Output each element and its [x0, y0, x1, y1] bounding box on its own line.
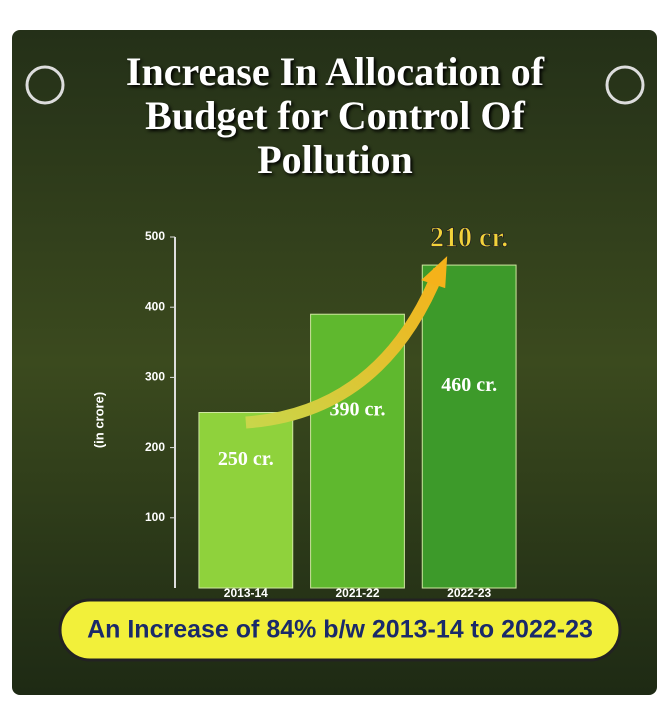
- bar: [198, 412, 294, 589]
- annotation: 210 cr.: [430, 223, 508, 254]
- x-tick-label: 2013-14: [224, 586, 268, 600]
- emblem: [25, 65, 65, 105]
- value-label: 390 cr.: [330, 399, 386, 421]
- y-tick-label: 300: [145, 370, 165, 384]
- logo: [605, 65, 645, 105]
- x-tick-label: 2021-22: [335, 586, 379, 600]
- footer-banner: [58, 598, 622, 662]
- y-tick-label: 500: [145, 229, 165, 243]
- y-tick-label: 100: [145, 510, 165, 524]
- y-tick-label: 400: [145, 299, 165, 313]
- footer-text: An Increase of 84% b/w 2013-14 to 2022-2…: [87, 616, 593, 644]
- x-tick-label: 2022-23: [447, 586, 491, 600]
- value-label: 250 cr.: [218, 448, 274, 470]
- arrow-head: [421, 256, 448, 289]
- trend-arrow: [245, 267, 445, 429]
- y-axis-label: (in crore): [91, 392, 106, 448]
- chart-title: Increase In Allocation of Budget for Con…: [125, 49, 545, 182]
- value-label: 460 cr.: [441, 374, 497, 396]
- bar: [421, 264, 517, 589]
- y-tick-label: 200: [145, 440, 165, 454]
